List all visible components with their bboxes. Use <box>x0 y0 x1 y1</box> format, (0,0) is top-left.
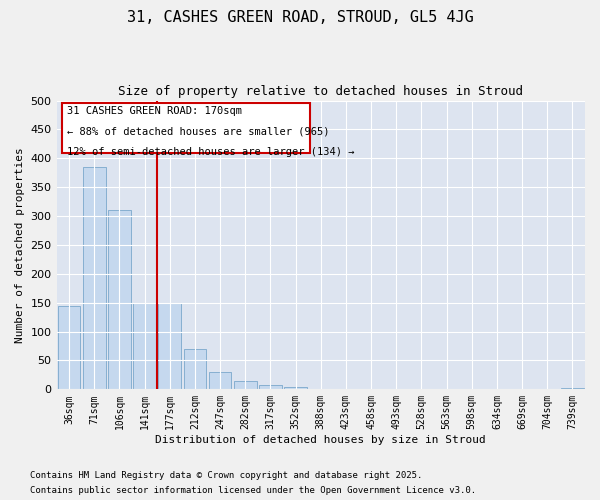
Title: Size of property relative to detached houses in Stroud: Size of property relative to detached ho… <box>118 85 523 98</box>
X-axis label: Distribution of detached houses by size in Stroud: Distribution of detached houses by size … <box>155 435 486 445</box>
Text: 12% of semi-detached houses are larger (134) →: 12% of semi-detached houses are larger (… <box>67 147 355 157</box>
Text: ← 88% of detached houses are smaller (965): ← 88% of detached houses are smaller (96… <box>67 126 329 136</box>
Bar <box>259 384 282 390</box>
Bar <box>108 210 131 390</box>
Text: Contains public sector information licensed under the Open Government Licence v3: Contains public sector information licen… <box>30 486 476 495</box>
FancyBboxPatch shape <box>62 104 310 152</box>
Bar <box>133 302 156 390</box>
Text: 31, CASHES GREEN ROAD, STROUD, GL5 4JG: 31, CASHES GREEN ROAD, STROUD, GL5 4JG <box>127 10 473 25</box>
Text: 31 CASHES GREEN ROAD: 170sqm: 31 CASHES GREEN ROAD: 170sqm <box>67 106 242 117</box>
Bar <box>561 388 584 390</box>
Bar <box>58 306 80 390</box>
Bar <box>234 380 257 390</box>
Bar <box>284 387 307 390</box>
Bar <box>209 372 232 390</box>
Bar <box>158 302 181 390</box>
Bar <box>83 167 106 390</box>
Y-axis label: Number of detached properties: Number of detached properties <box>15 147 25 343</box>
Text: Contains HM Land Registry data © Crown copyright and database right 2025.: Contains HM Land Registry data © Crown c… <box>30 471 422 480</box>
Bar <box>184 349 206 390</box>
